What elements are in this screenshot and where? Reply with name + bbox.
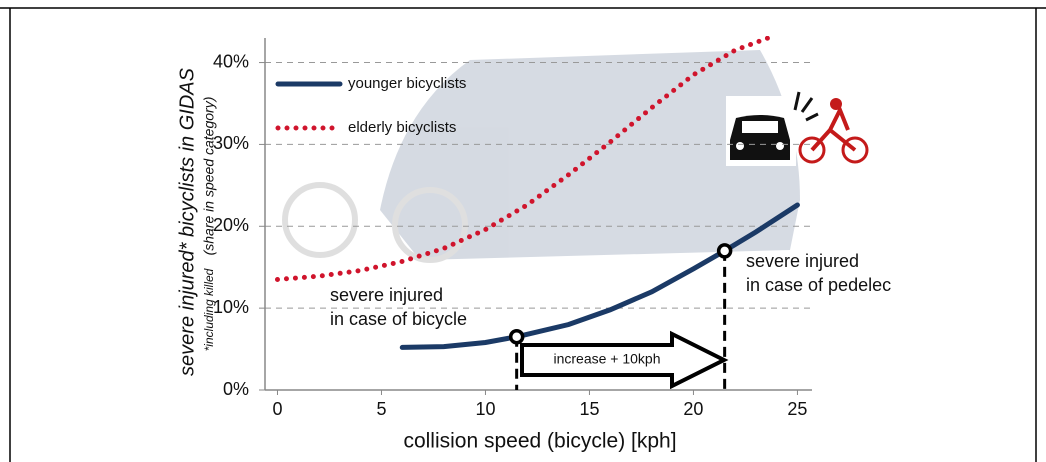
y-tick-label: 0%: [223, 379, 249, 399]
x-tick-label: 0: [272, 399, 282, 419]
y-axis-note: *including killed: [202, 268, 216, 351]
marker-point: [508, 329, 525, 345]
x-tick-label: 10: [475, 399, 495, 419]
annotation: increase + 10kph: [553, 351, 660, 367]
y-tick-label: 10%: [213, 297, 249, 317]
x-tick-label: 20: [683, 399, 703, 419]
marker-point: [716, 243, 733, 259]
background-car: [282, 50, 800, 263]
y-tick-label: 30%: [213, 133, 249, 153]
arrow: [520, 330, 729, 390]
x-tick-label: 15: [579, 399, 599, 419]
data-line: [274, 36, 778, 282]
y-tick-label: 40%: [213, 51, 249, 71]
legend-label: elderly bicyclists: [348, 119, 456, 136]
x-axis-label: collision speed (bicycle) [kph]: [403, 430, 676, 453]
x-tick-label: 5: [376, 399, 386, 419]
annotation: severe injured: [746, 251, 859, 271]
annotation: severe injured: [330, 285, 443, 305]
crash-icon: [726, 91, 869, 166]
y-tick-label: 20%: [213, 215, 249, 235]
plot-area: [274, 36, 800, 350]
data-line: [399, 202, 800, 350]
legend-label: younger bicyclists: [348, 75, 466, 92]
y-axis-sublabel: (share in speed category): [201, 97, 217, 256]
annotation: in case of bicycle: [330, 309, 467, 329]
annotation: in case of pedelec: [746, 275, 891, 295]
y-axis-label: severe injured* bicyclists in GIDAS: [176, 67, 198, 376]
x-tick-label: 25: [787, 399, 807, 419]
